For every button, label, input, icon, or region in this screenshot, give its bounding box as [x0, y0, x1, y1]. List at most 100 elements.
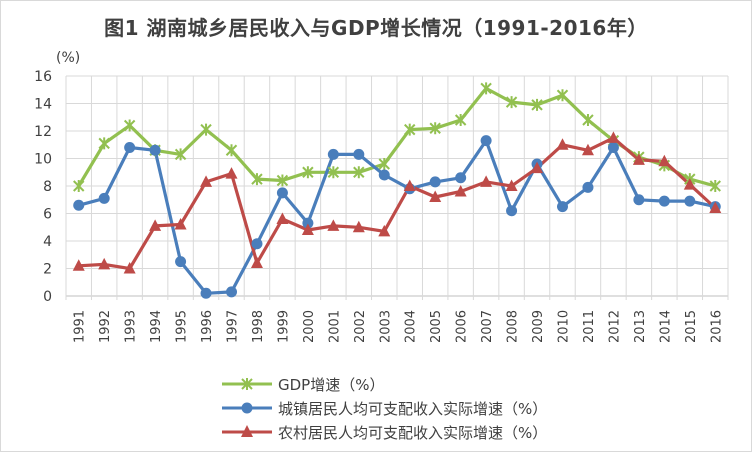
y-tick-label: 14: [34, 97, 52, 113]
y-tick-label: 2: [43, 262, 52, 278]
data-point: [353, 166, 365, 179]
data-point: [123, 262, 136, 274]
data-point: [98, 137, 110, 150]
data-point: [454, 185, 467, 197]
data-point: [658, 195, 670, 207]
data-point: [352, 220, 365, 233]
data-point: [327, 148, 339, 160]
data-point: [506, 205, 518, 217]
data-point: [403, 179, 416, 191]
x-tick-label: 2008: [506, 310, 521, 343]
data-point: [123, 119, 136, 132]
data-point: [709, 201, 722, 213]
y-tick-labels: 0 2 4 6 8 10 12 14 16: [34, 69, 52, 305]
data-point: [225, 144, 238, 157]
data-point: [174, 218, 187, 230]
data-point: [174, 148, 187, 161]
x-tick-label: 2010: [557, 310, 572, 343]
legend-swatch-gdp: [222, 378, 272, 390]
data-point: [531, 98, 543, 111]
data-point: [607, 131, 620, 143]
data-point: [200, 287, 212, 299]
data-point: [607, 142, 619, 153]
x-tick-label: 1991: [73, 310, 88, 343]
x-tick-label: 2002: [353, 310, 368, 343]
y-tick-label: 16: [34, 69, 52, 85]
x-tick-label: 1999: [276, 310, 291, 343]
data-point: [378, 224, 391, 237]
y-tick-label: 12: [34, 124, 52, 140]
x-tick-label: 2001: [327, 310, 342, 343]
data-point: [378, 169, 390, 181]
x-tick-label: 2012: [607, 310, 622, 343]
data-point: [124, 142, 136, 153]
data-point: [302, 166, 314, 179]
data-point: [632, 153, 645, 165]
data-point: [200, 123, 212, 136]
x-tick-label: 2015: [684, 310, 699, 343]
y-tick-label: 6: [43, 207, 52, 223]
data-point: [98, 257, 111, 270]
x-tick-label: 2009: [531, 310, 546, 343]
data-point: [353, 148, 365, 160]
legend-item-urban: 城镇居民人均可支配收入实际增速（%）: [222, 396, 547, 420]
data-point: [73, 180, 85, 192]
legend-label-gdp: GDP增速（%）: [278, 375, 385, 394]
data-point: [378, 158, 390, 170]
y-tick-label: 4: [43, 234, 52, 250]
data-point: [429, 122, 441, 135]
series-line-1: [78, 139, 716, 295]
y-axis-unit: (%): [56, 50, 81, 66]
x-tick-label: 1995: [175, 310, 190, 343]
data-point: [301, 223, 314, 235]
x-tick-labels: 1991 1992 1993 1994 1995 1996 1997 1998 1999 2000…: [73, 310, 725, 343]
data-point: [98, 192, 110, 204]
chart-title: 图1 湖南城乡居民收入与GDP增长情况（1991-2016年）: [104, 16, 648, 40]
legend-item-rural: 农村居民人均可支配收入实际增速（%）: [222, 420, 547, 444]
data-point: [505, 96, 518, 109]
data-point: [276, 212, 289, 224]
data-point: [480, 175, 493, 187]
data-point: [225, 167, 238, 179]
x-tick-label: 2007: [480, 310, 495, 343]
y-tick-label: 8: [43, 179, 52, 195]
data-point: [429, 176, 441, 188]
legend-label-rural: 农村居民人均可支配收入实际增速（%）: [278, 423, 548, 442]
data-point: [149, 144, 161, 156]
legend-label-urban: 城镇居民人均可支配收入实际增速（%）: [278, 399, 548, 418]
data-point: [404, 123, 416, 136]
x-tick-label: 2005: [429, 310, 444, 343]
data-point: [480, 135, 492, 147]
data-point: [251, 173, 263, 186]
data-point: [175, 256, 187, 268]
data-point: [327, 219, 340, 231]
data-point: [276, 187, 288, 199]
legend-item-gdp: GDP增速（%）: [222, 372, 547, 396]
x-tick-label: 2006: [455, 310, 470, 343]
data-point: [556, 138, 569, 150]
data-point: [251, 238, 263, 250]
x-tick-label: 1997: [226, 310, 241, 343]
data-point: [683, 178, 696, 190]
data-point: [429, 190, 442, 202]
x-tick-label: 1998: [251, 310, 266, 343]
data-point: [276, 174, 289, 187]
data-point: [633, 194, 645, 206]
x-tick-label: 2014: [658, 310, 673, 343]
series-points: [72, 82, 722, 299]
data-point: [480, 82, 492, 95]
data-point: [709, 180, 721, 192]
x-tick-label: 1996: [200, 310, 215, 343]
data-point: [505, 179, 518, 191]
data-point: [200, 175, 213, 187]
data-point: [531, 161, 544, 174]
data-point: [250, 256, 263, 268]
legend: GDP增速（%） 城镇居民人均可支配收入实际增速（%） 农村居民人均可支配收入实…: [222, 372, 547, 444]
data-point: [302, 217, 314, 229]
x-tick-label: 2016: [709, 310, 724, 343]
data-point: [454, 114, 467, 126]
x-tick-label: 2011: [582, 310, 597, 343]
data-point: [327, 166, 340, 179]
